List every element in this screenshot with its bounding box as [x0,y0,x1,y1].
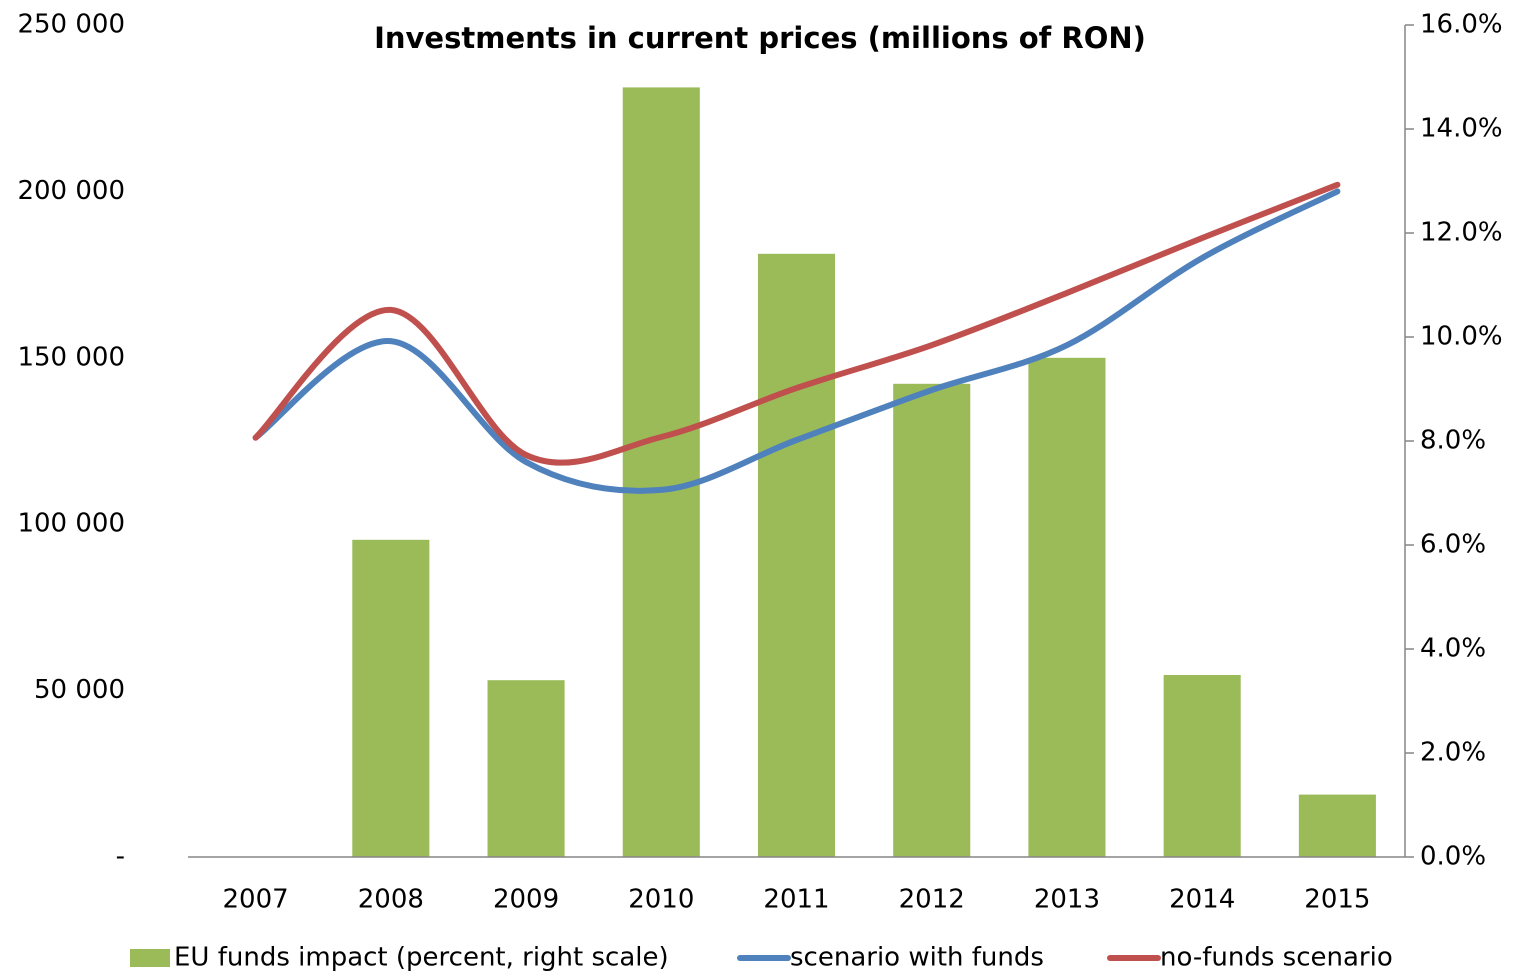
y2-tick-label: 12.0% [1420,218,1503,248]
y2-tick-label: 10.0% [1420,322,1503,352]
bar [487,680,565,857]
x-tick-label: 2012 [899,885,965,915]
y2-tick-label: 2.0% [1420,738,1486,768]
chart-title: Investments in current prices (millions … [374,21,1146,55]
y-tick-label: 200 000 [17,176,125,206]
legend-label: EU funds impact (percent, right scale) [174,943,669,973]
bar [622,87,700,857]
y-tick-label: 50 000 [34,675,125,705]
x-tick-label: 2013 [1034,885,1100,915]
bar [1298,794,1376,857]
y2-tick-label: 0.0% [1420,842,1486,872]
y-tick-label: 100 000 [17,509,125,539]
y2-tick-label: 6.0% [1420,530,1486,560]
bar [1028,357,1106,857]
y-tick-label: 150 000 [17,342,125,372]
bar [757,253,836,858]
x-tick-label: 2009 [493,885,559,915]
y2-tick-label: 8.0% [1420,426,1486,456]
x-tick-label: 2015 [1304,885,1370,915]
x-tick-label: 2010 [628,885,694,915]
x-tick-label: 2008 [358,885,424,915]
y-tick-label: - [116,842,125,872]
y2-tick-label: 4.0% [1420,634,1486,664]
line [252,188,1341,494]
legend-label: no-funds scenario [1160,943,1393,973]
x-tick-label: 2007 [223,885,289,915]
x-tick-label: 2011 [763,885,829,915]
y2-tick-label: 14.0% [1420,114,1503,144]
legend-label: scenario with funds [790,943,1044,973]
bar [1163,675,1241,857]
bar [352,539,430,857]
x-tick-label: 2014 [1169,885,1235,915]
y2-tick-label: 16.0% [1420,10,1503,40]
bar [893,383,971,857]
line [252,181,1341,466]
y-tick-label: 250 000 [17,10,125,40]
legend-swatch [130,949,170,967]
